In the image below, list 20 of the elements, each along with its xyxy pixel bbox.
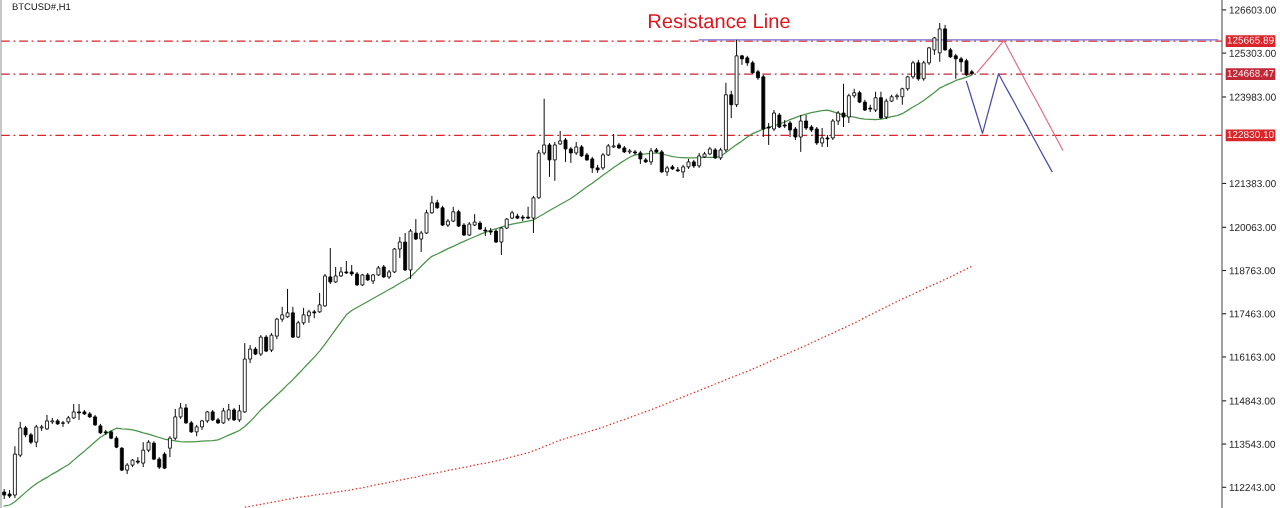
y-tick-label: 123983.00 (1229, 93, 1276, 101)
line-series (965, 73, 1053, 173)
y-tick-label: 118763.00 (1229, 267, 1276, 275)
y-tick-label: 121383.00 (1229, 180, 1276, 188)
y-tick-label: 113543.00 (1229, 440, 1276, 448)
y-tick-label: 120063.00 (1229, 223, 1276, 232)
y-tick-label: 117463.00 (1229, 310, 1276, 318)
line-series (244, 265, 973, 508)
y-tick-label: 116163.00 (1229, 353, 1276, 361)
chart-title: BTCUSD#,H1 (12, 3, 71, 12)
ref-line-label: 124668.47 (1227, 69, 1274, 77)
y-tick-label: 112243.00 (1229, 483, 1276, 492)
y-tick-label: 114843.00 (1229, 397, 1276, 405)
ref-line-label: 122830.10 (1227, 130, 1274, 138)
line-series (976, 39, 1064, 151)
line-series (3, 74, 973, 507)
y-tick-label: 125303.00 (1229, 49, 1276, 57)
y-tick-label: 126603.00 (1229, 6, 1276, 14)
ref-line-label: 125665.89 (1227, 36, 1274, 44)
annotation: Resistance Line (648, 13, 790, 29)
